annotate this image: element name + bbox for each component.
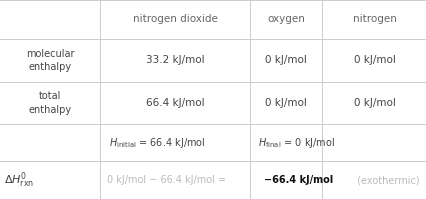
Text: 66.4 kJ/mol: 66.4 kJ/mol [145,98,204,108]
Text: nitrogen dioxide: nitrogen dioxide [132,14,217,24]
Text: 0 kJ/mol: 0 kJ/mol [353,55,395,65]
Text: 0 kJ/mol: 0 kJ/mol [353,98,395,108]
Text: total
enthalpy: total enthalpy [29,91,72,115]
Text: $H_{\mathrm{final}}$ = 0 kJ/mol: $H_{\mathrm{final}}$ = 0 kJ/mol [258,136,334,150]
Text: $H_{\mathrm{initial}}$ = 66.4 kJ/mol: $H_{\mathrm{initial}}$ = 66.4 kJ/mol [109,136,205,150]
Text: −66.4 kJ/mol: −66.4 kJ/mol [264,175,333,185]
Text: $\Delta H^{0}_{\mathrm{rxn}}$: $\Delta H^{0}_{\mathrm{rxn}}$ [4,170,35,190]
Text: oxygen: oxygen [267,14,304,24]
Text: 0 kJ/mol: 0 kJ/mol [265,98,306,108]
Text: 0 kJ/mol − 66.4 kJ/mol =: 0 kJ/mol − 66.4 kJ/mol = [106,175,228,185]
Text: nitrogen: nitrogen [352,14,396,24]
Text: molecular
enthalpy: molecular enthalpy [26,49,74,72]
Text: 0 kJ/mol: 0 kJ/mol [265,55,306,65]
Text: 33.2 kJ/mol: 33.2 kJ/mol [145,55,204,65]
Text: (exothermic): (exothermic) [353,175,418,185]
